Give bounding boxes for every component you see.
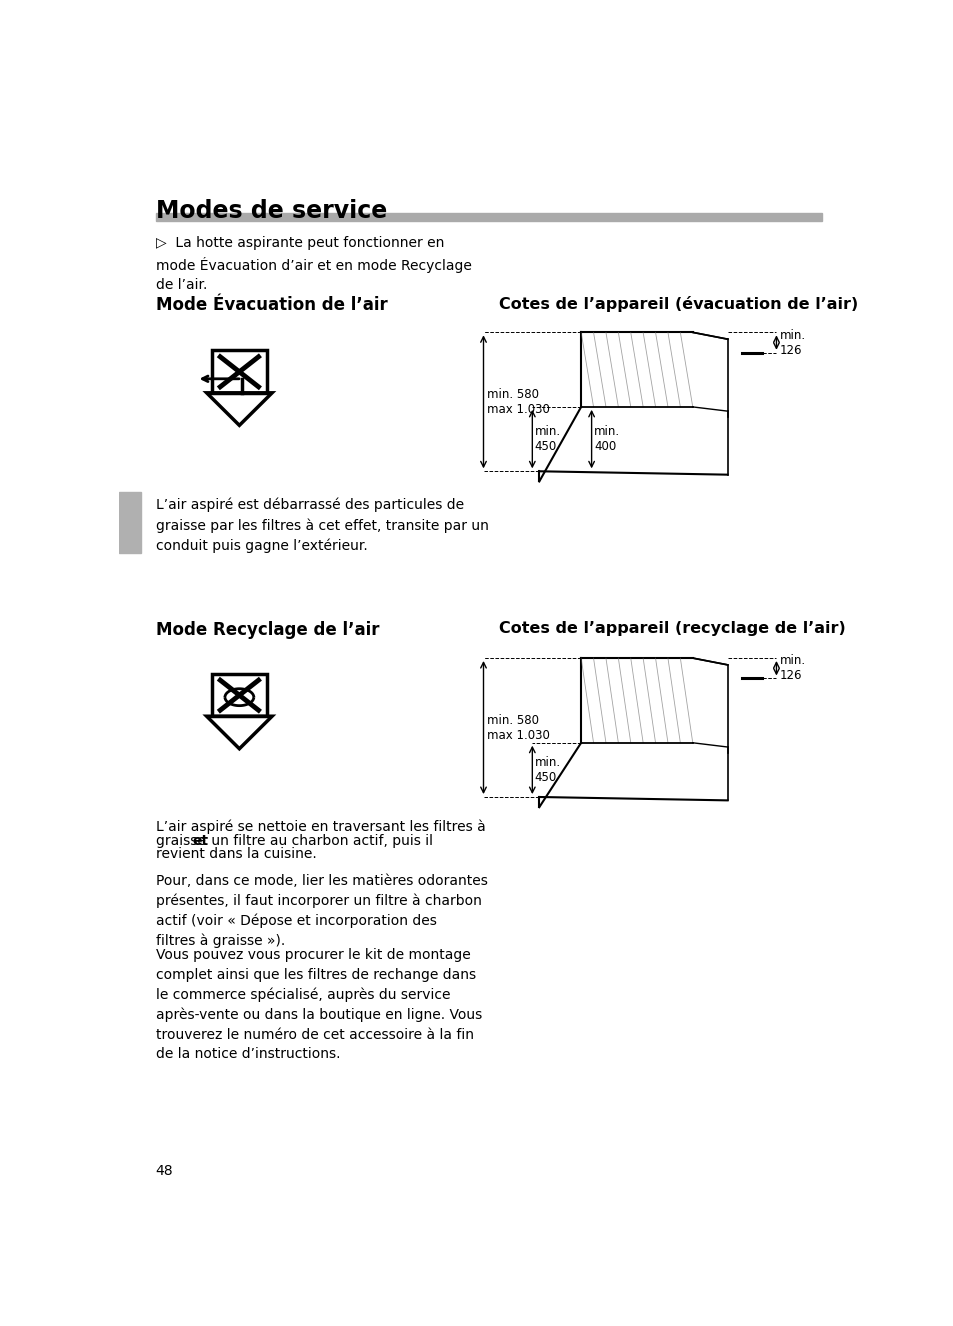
- Text: min.
126: min. 126: [779, 654, 805, 683]
- Text: un filtre au charbon actif, puis il: un filtre au charbon actif, puis il: [207, 834, 433, 847]
- Text: Pour, dans ce mode, lier les matières odorantes
présentes, il faut incorporer un: Pour, dans ce mode, lier les matières od…: [155, 874, 487, 948]
- Text: 48: 48: [155, 1164, 173, 1177]
- Bar: [212, 674, 267, 716]
- Text: Cotes de l’appareil (évacuation de l’air): Cotes de l’appareil (évacuation de l’air…: [498, 296, 858, 312]
- Bar: [155, 213, 821, 220]
- Text: revient dans la cuisine.: revient dans la cuisine.: [155, 847, 316, 862]
- Text: graisse: graisse: [155, 834, 210, 847]
- Text: min.
450: min. 450: [534, 756, 560, 784]
- Text: Mode Évacuation de l’air: Mode Évacuation de l’air: [155, 296, 387, 314]
- Text: Modes de service: Modes de service: [155, 199, 387, 223]
- Text: ▷  La hotte aspirante peut fonctionner en
mode Évacuation d’air et en mode Recyc: ▷ La hotte aspirante peut fonctionner en…: [155, 236, 471, 292]
- Text: min. 580
max 1.030: min. 580 max 1.030: [486, 387, 549, 416]
- Text: L’air aspiré est débarrassé des particules de
graisse par les filtres à cet effe: L’air aspiré est débarrassé des particul…: [155, 499, 488, 553]
- Text: min.
450: min. 450: [534, 426, 560, 453]
- Text: min.
126: min. 126: [779, 329, 805, 357]
- Bar: [212, 350, 267, 392]
- Text: et: et: [192, 834, 208, 847]
- Text: min. 580
max 1.030: min. 580 max 1.030: [486, 713, 549, 741]
- Text: Mode Recyclage de l’air: Mode Recyclage de l’air: [155, 621, 378, 639]
- Text: Cotes de l’appareil (recyclage de l’air): Cotes de l’appareil (recyclage de l’air): [498, 621, 845, 636]
- Text: L’air aspiré se nettoie en traversant les filtres à: L’air aspiré se nettoie en traversant le…: [155, 819, 485, 834]
- Bar: [119, 492, 141, 553]
- Text: min.
400: min. 400: [594, 426, 619, 453]
- Text: Vous pouvez vous procurer le kit de montage
complet ainsi que les filtres de rec: Vous pouvez vous procurer le kit de mont…: [155, 948, 481, 1061]
